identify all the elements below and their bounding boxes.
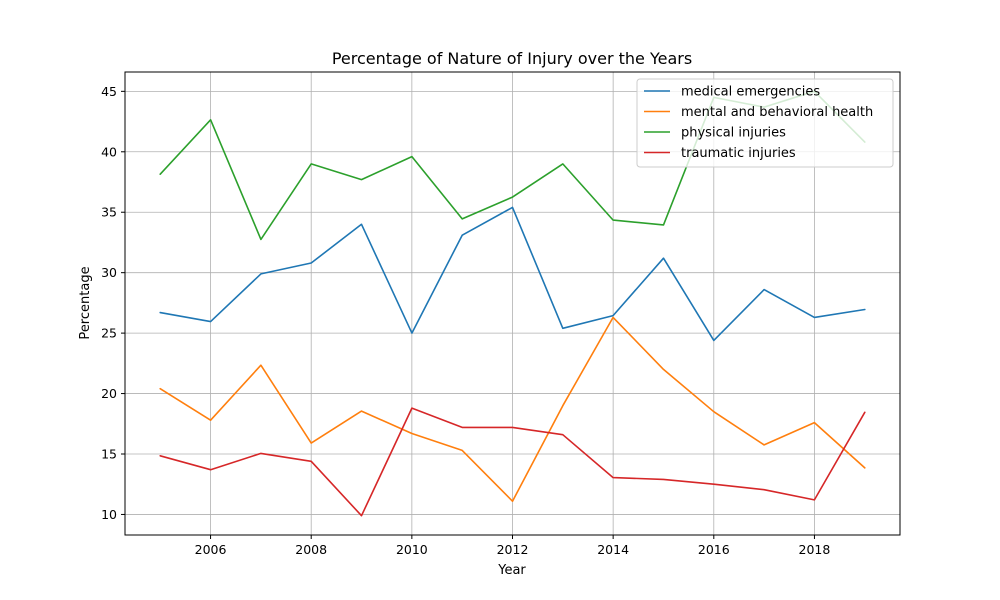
x-tick-label: 2006 — [195, 542, 227, 557]
legend-label: medical emergencies — [681, 85, 820, 100]
legend-label: physical injuries — [681, 126, 786, 141]
chart-title: Percentage of Nature of Injury over the … — [332, 49, 692, 68]
series-line-medical-emergencies — [159, 206, 866, 342]
x-axis-ticks: 2006 2008 2010 2012 2014 2016 2018 — [195, 535, 831, 557]
legend-label: mental and behavioral health — [681, 105, 873, 120]
y-axis-label: Percentage — [78, 266, 93, 339]
legend-label: traumatic injuries — [681, 146, 796, 161]
series-line-mental-and-behavioral-health — [159, 316, 866, 503]
series-line-traumatic-injuries — [159, 407, 866, 517]
x-tick-label: 2016 — [698, 542, 730, 557]
y-tick-label: 30 — [101, 265, 117, 280]
x-tick-label: 2010 — [396, 542, 428, 557]
y-tick-label: 25 — [101, 326, 117, 341]
x-tick-label: 2014 — [597, 542, 629, 557]
legend: medical emergencies mental and behavioral… — [636, 78, 894, 168]
x-tick-label: 2008 — [295, 542, 327, 557]
legend-box — [636, 78, 894, 168]
y-tick-label: 20 — [101, 386, 117, 401]
x-tick-label: 2012 — [497, 542, 529, 557]
y-tick-label: 40 — [101, 144, 117, 159]
y-tick-label: 45 — [101, 84, 117, 99]
y-tick-label: 15 — [101, 447, 117, 462]
y-axis-ticks: 10 15 20 25 30 35 40 45 — [101, 84, 125, 522]
x-tick-label: 2018 — [799, 542, 831, 557]
x-axis-label: Year — [497, 563, 526, 578]
y-tick-label: 10 — [101, 507, 117, 522]
y-tick-label: 35 — [101, 205, 117, 220]
